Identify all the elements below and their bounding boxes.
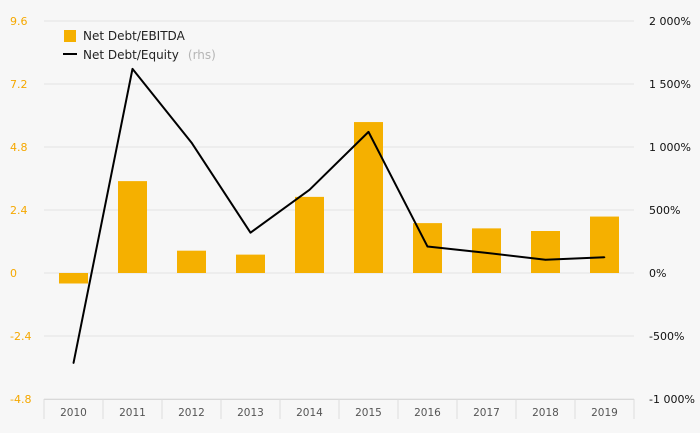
bar-2018 <box>531 231 560 273</box>
legend-item-net-debt-equity: Net Debt/Equity (rhs) <box>83 44 216 63</box>
left-tick-label-2: 0 <box>10 267 17 280</box>
line-point-2015 <box>367 131 370 133</box>
line-point-2012 <box>190 141 193 144</box>
bar-2013 <box>236 254 265 273</box>
right-axis: -1 000% -500% 0% 500% 1 000% 1 500% 2 000% <box>649 15 695 406</box>
line-point-2011 <box>131 68 134 70</box>
x-tick-label-2015: 2015 <box>355 407 382 419</box>
line-point-2018 <box>544 258 547 261</box>
right-tick-label-1: -500% <box>649 330 684 343</box>
left-tick-label-4: 4.8 <box>10 141 28 154</box>
bar-2017 <box>472 228 501 273</box>
x-tick-label-2016: 2016 <box>414 407 441 419</box>
left-tick-label-3: 2.4 <box>10 204 28 217</box>
line-point-2016 <box>426 245 429 248</box>
left-tick-label-0: -4.8 <box>10 393 31 406</box>
x-tick-label-2010: 2010 <box>60 407 87 419</box>
line-point-2010 <box>72 362 75 364</box>
left-tick-label-5: 7.2 <box>10 78 28 91</box>
x-axis: 2010 2011 2012 2013 2014 2015 2016 2017 2018 2019 <box>43 399 635 419</box>
right-tick-label-5: 1 500% <box>649 78 691 91</box>
right-tick-label-4: 1 000% <box>649 141 691 154</box>
line-net-debt-equity <box>72 67 605 364</box>
legend-label-net-debt-equity: Net Debt/Equity <box>83 48 179 62</box>
line-point-2013 <box>249 231 252 234</box>
x-tick-label-2018: 2018 <box>532 407 559 419</box>
legend: Net Debt/EBITDA Net Debt/Equity (rhs) <box>63 29 216 63</box>
right-tick-label-0: -1 000% <box>649 393 695 406</box>
bar-2011 <box>118 181 147 273</box>
bar-2019 <box>590 216 619 273</box>
x-tick-label-2014: 2014 <box>296 407 323 419</box>
x-tick-label-2012: 2012 <box>178 407 205 419</box>
line-point-2019 <box>603 256 606 259</box>
x-tick-label-2019: 2019 <box>591 407 618 419</box>
right-tick-label-3: 500% <box>649 204 680 217</box>
left-axis: -4.8 -2.4 0 2.4 4.8 7.2 9.6 <box>10 15 31 406</box>
bar-series <box>59 122 619 284</box>
right-tick-label-2: 0% <box>649 267 666 280</box>
legend-label-net-debt-ebitda: Net Debt/EBITDA <box>83 29 186 43</box>
bar-2015 <box>354 122 383 273</box>
right-tick-label-6: 2 000% <box>649 15 691 28</box>
line-point-2014 <box>308 189 311 191</box>
line-point-2017 <box>485 252 488 254</box>
x-tick-label-2013: 2013 <box>237 407 264 419</box>
legend-swatch-bar <box>64 30 76 42</box>
line-series <box>72 67 606 364</box>
bar-2010 <box>59 273 88 284</box>
left-tick-label-6: 9.6 <box>10 15 28 28</box>
bar-2012 <box>177 250 206 273</box>
bar-2014 <box>295 196 324 273</box>
legend-note-rhs: (rhs) <box>188 48 216 62</box>
left-tick-label-1: -2.4 <box>10 330 31 343</box>
x-tick-label-2011: 2011 <box>119 407 146 419</box>
x-tick-label-2017: 2017 <box>473 407 500 419</box>
